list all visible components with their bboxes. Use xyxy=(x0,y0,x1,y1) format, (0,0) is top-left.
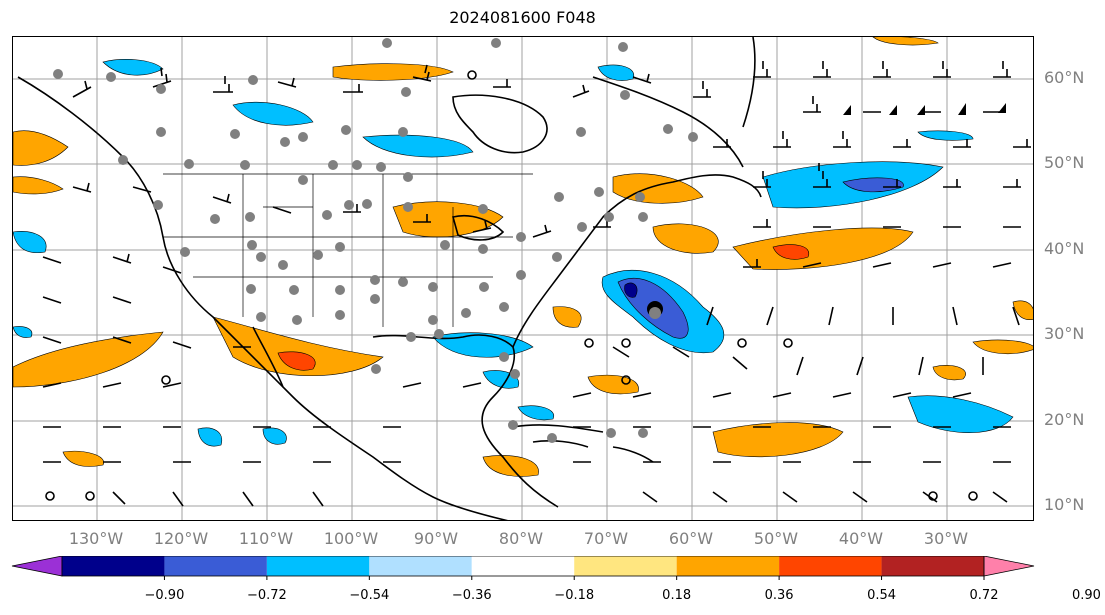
lon-label-60w: 60°W xyxy=(668,529,714,548)
colorbar-extend-high xyxy=(983,556,1035,577)
blue-region xyxy=(13,326,33,338)
orange-region xyxy=(732,227,914,270)
lat-label-40n: 40°N xyxy=(1044,239,1085,258)
colorbar-tick-label: 0.54 xyxy=(867,588,897,603)
colorbar-swatch xyxy=(471,556,575,576)
atlantic-coast xyxy=(512,174,762,348)
caribbean-islands xyxy=(512,424,654,463)
lat-label-20n: 20°N xyxy=(1044,410,1085,429)
blue-region xyxy=(597,64,635,81)
navy-region xyxy=(842,177,904,193)
navy-region xyxy=(624,282,638,298)
colorbar-swatches xyxy=(11,556,1035,577)
orange-region xyxy=(62,450,104,467)
colorbar-outline xyxy=(61,556,985,577)
baja xyxy=(252,326,284,388)
shaded-fields xyxy=(13,37,1033,477)
orange-region xyxy=(552,306,582,328)
blue-region xyxy=(262,427,287,445)
colorbar-swatch xyxy=(266,556,370,576)
colorbar-tick-label: 0.18 xyxy=(662,588,692,603)
colorbar-swatch xyxy=(779,556,882,576)
map-canvas xyxy=(13,37,1033,520)
orange-region xyxy=(932,365,966,381)
lon-label-100w: 100°W xyxy=(323,529,379,548)
orange-region xyxy=(1012,300,1033,320)
labrador xyxy=(592,76,744,168)
orange-region xyxy=(13,130,69,166)
colorbar-swatch xyxy=(676,556,780,576)
lat-label-10n: 10°N xyxy=(1044,495,1085,514)
lat-label-50n: 50°N xyxy=(1044,153,1085,172)
lon-label-50w: 50°W xyxy=(753,529,799,548)
colorbar-swatch xyxy=(369,556,472,576)
orange-region xyxy=(872,37,939,46)
map-title: 2024081600 F048 xyxy=(449,8,596,27)
colorbar-extend-low xyxy=(11,556,63,577)
lon-label-70w: 70°W xyxy=(583,529,629,548)
orange-region xyxy=(972,339,1033,354)
blue-region xyxy=(432,332,534,358)
storm-center-marker xyxy=(647,301,663,319)
lon-label-80w: 80°W xyxy=(498,529,544,548)
colorbar-swatch xyxy=(164,556,267,576)
greenland-south xyxy=(742,37,756,128)
orange-region xyxy=(332,63,454,81)
state-borders xyxy=(163,173,533,327)
lon-label-110w: 110°W xyxy=(238,529,294,548)
blue-region xyxy=(102,59,164,76)
lon-label-120w: 120°W xyxy=(153,529,209,548)
blue-region xyxy=(197,427,223,447)
colorbar-tick-label: −0.54 xyxy=(349,588,390,603)
blue-region xyxy=(907,395,1014,433)
wind-pennants xyxy=(843,103,1006,115)
red-region xyxy=(772,244,810,260)
station-dots xyxy=(53,38,698,443)
lon-label-90w: 90°W xyxy=(413,529,459,548)
red-region xyxy=(277,351,316,371)
calm-wind-circles xyxy=(45,70,978,501)
lat-label-30n: 30°N xyxy=(1044,324,1085,343)
map-plot-area xyxy=(12,36,1034,521)
blue-region xyxy=(13,231,47,253)
blue-region xyxy=(232,101,314,126)
colorbar-tick-label: 0.90 xyxy=(1071,588,1101,603)
colorbar-tick-label: −0.90 xyxy=(144,588,185,603)
orange-region xyxy=(13,331,164,388)
blue-region xyxy=(917,130,974,141)
blue-region xyxy=(362,134,474,158)
wind-barbs xyxy=(42,61,1031,507)
orange-region xyxy=(13,176,64,195)
colorbar-tick-label: −0.36 xyxy=(451,588,492,603)
colorbar-swatch xyxy=(574,556,677,576)
colorbar xyxy=(11,556,1035,580)
orange-region xyxy=(587,374,639,395)
colorbar-tick-label: −0.18 xyxy=(554,588,595,603)
blue-region xyxy=(517,405,555,421)
hudson-bay xyxy=(452,94,548,154)
colorbar-tick-label: −0.72 xyxy=(246,588,287,603)
orange-region xyxy=(652,223,719,254)
lon-label-30w: 30°W xyxy=(923,529,969,548)
colorbar-swatch xyxy=(62,556,165,576)
lon-label-40w: 40°W xyxy=(838,529,884,548)
lon-label-130w: 130°W xyxy=(68,529,124,548)
colorbar-swatch xyxy=(881,556,984,576)
great-lakes xyxy=(452,214,505,241)
orange-region xyxy=(392,201,504,238)
colorbar-tick-label: 0.36 xyxy=(764,588,794,603)
colorbar-tick-label: 0.72 xyxy=(969,588,999,603)
orange-region xyxy=(712,422,844,458)
lat-label-60n: 60°N xyxy=(1044,68,1085,87)
